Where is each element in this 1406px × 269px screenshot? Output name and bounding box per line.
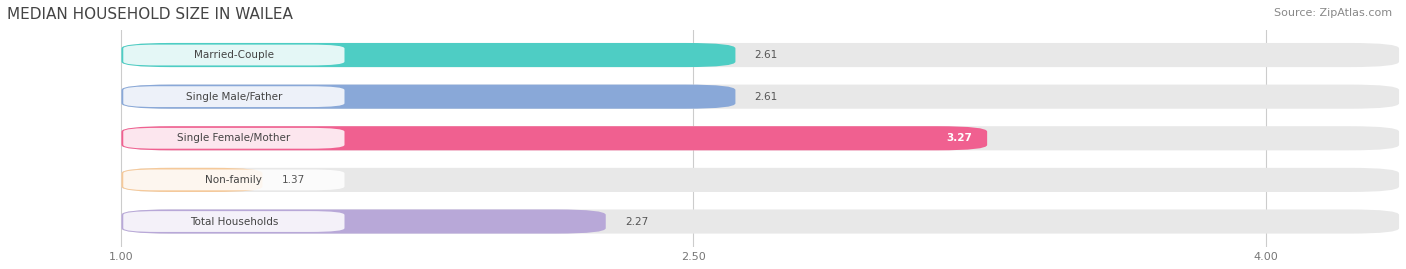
FancyBboxPatch shape xyxy=(121,84,1399,109)
FancyBboxPatch shape xyxy=(124,86,344,107)
Text: Source: ZipAtlas.com: Source: ZipAtlas.com xyxy=(1274,8,1392,18)
FancyBboxPatch shape xyxy=(121,210,1399,233)
FancyBboxPatch shape xyxy=(121,168,263,192)
Text: 2.27: 2.27 xyxy=(624,217,648,226)
Text: Married-Couple: Married-Couple xyxy=(194,50,274,60)
Text: Non-family: Non-family xyxy=(205,175,263,185)
FancyBboxPatch shape xyxy=(124,128,344,149)
FancyBboxPatch shape xyxy=(121,84,735,109)
Text: MEDIAN HOUSEHOLD SIZE IN WAILEA: MEDIAN HOUSEHOLD SIZE IN WAILEA xyxy=(7,7,292,22)
Text: 3.27: 3.27 xyxy=(946,133,972,143)
Text: Total Households: Total Households xyxy=(190,217,278,226)
Text: Single Male/Father: Single Male/Father xyxy=(186,92,283,102)
FancyBboxPatch shape xyxy=(121,210,606,233)
Text: 2.61: 2.61 xyxy=(755,50,778,60)
Text: 2.61: 2.61 xyxy=(755,92,778,102)
Text: 1.37: 1.37 xyxy=(281,175,305,185)
FancyBboxPatch shape xyxy=(124,211,344,232)
Text: Single Female/Mother: Single Female/Mother xyxy=(177,133,291,143)
FancyBboxPatch shape xyxy=(121,126,1399,150)
FancyBboxPatch shape xyxy=(121,126,987,150)
FancyBboxPatch shape xyxy=(124,169,344,190)
FancyBboxPatch shape xyxy=(124,45,344,65)
FancyBboxPatch shape xyxy=(121,168,1399,192)
FancyBboxPatch shape xyxy=(121,43,1399,67)
FancyBboxPatch shape xyxy=(121,43,735,67)
